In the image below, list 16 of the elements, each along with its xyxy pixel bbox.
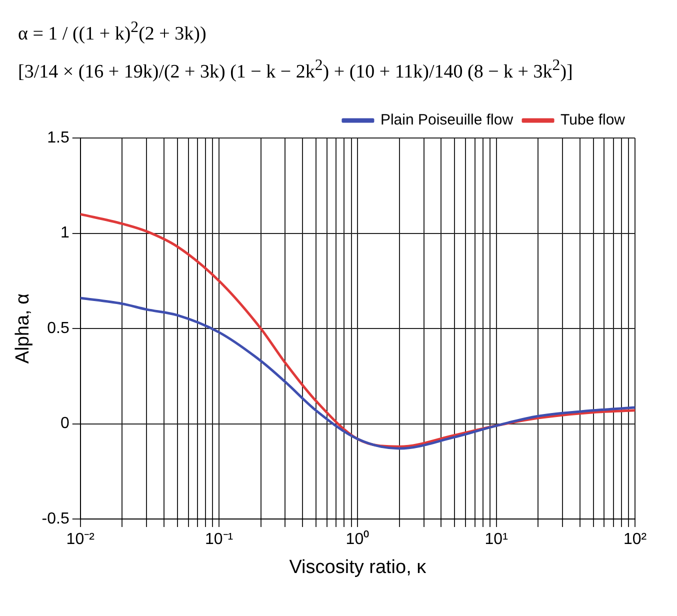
text: α = 1 / ((1 + k)$^{2}$(2 + 3k)) <box>18 18 208 46</box>
x-tick-label: 10² <box>623 531 648 548</box>
text: [3/14 × (16 + 19k)/(2 + 3k) (1 − k − 2k$^{2}$) + (10 + 11k)/140 (8 − k + 3k$^{2}$)] <box>18 56 574 84</box>
legend-label: Plain Poiseuille flow <box>380 112 514 129</box>
x-tick-label: 10⁻¹ <box>204 531 234 548</box>
x-axis-title: Viscosity ratio, κ <box>289 556 427 578</box>
legend-label: Tube flow <box>560 112 626 129</box>
x-tick-label: 10¹ <box>484 531 508 548</box>
y-tick-label: -0.5 <box>42 510 70 528</box>
y-tick-label: 0 <box>60 415 70 432</box>
y-axis-title: Alpha, α <box>12 293 34 364</box>
y-tick-label: 1 <box>60 224 70 242</box>
x-tick-label: 10⁻² <box>66 531 96 548</box>
x-tick-label: 10⁰ <box>346 530 370 548</box>
y-tick-label: 0.5 <box>47 320 70 337</box>
y-tick-label: 1.5 <box>47 129 70 146</box>
